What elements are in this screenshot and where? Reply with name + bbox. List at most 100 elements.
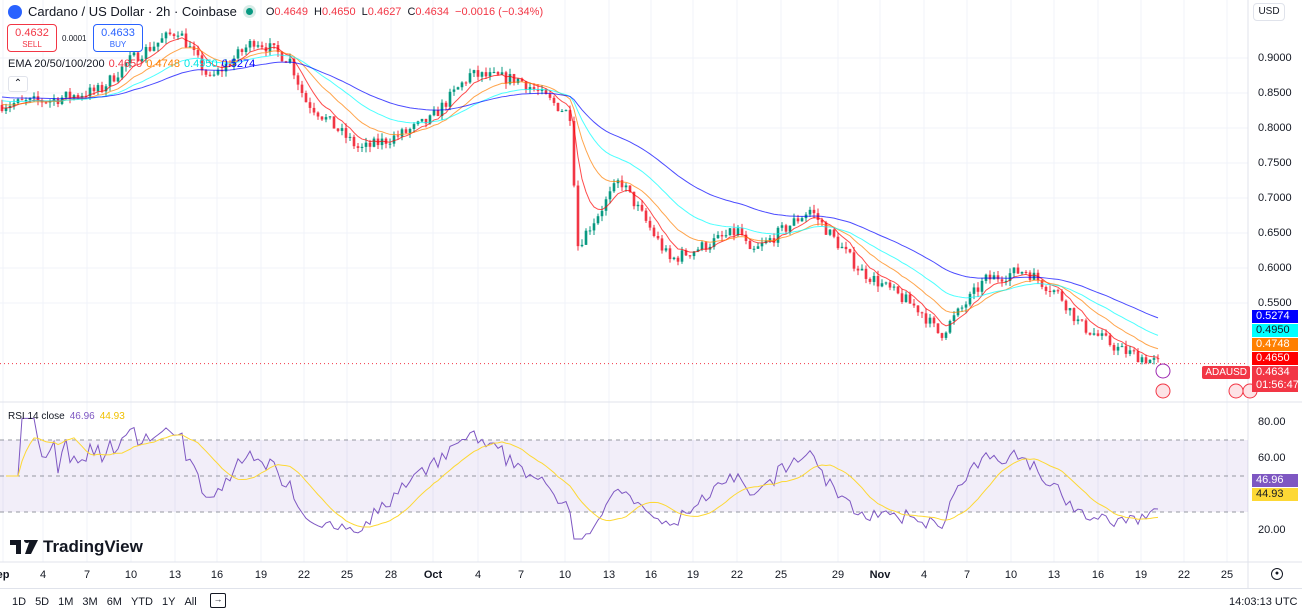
- candle-body: [212, 74, 216, 76]
- tradingview-logo-icon: [10, 540, 38, 554]
- candle-body: [64, 91, 68, 98]
- candle-body: [1044, 286, 1048, 291]
- candle-body: [812, 209, 816, 214]
- range-ytd[interactable]: YTD: [130, 596, 153, 608]
- candle-body: [1020, 271, 1024, 274]
- range-3m[interactable]: 3M: [82, 596, 98, 608]
- candle-body: [352, 136, 356, 147]
- candle-body: [288, 58, 292, 63]
- candle-body: [188, 46, 192, 48]
- us-economic-event-icon[interactable]: [1228, 383, 1244, 399]
- candle-body: [1124, 346, 1128, 354]
- candle-body: [724, 235, 728, 237]
- candle-body: [412, 124, 416, 129]
- candle-body: [852, 252, 856, 269]
- candle-body: [548, 94, 552, 98]
- candle-body: [304, 92, 308, 103]
- buy-button[interactable]: 0.4633 BUY: [93, 24, 143, 52]
- candle-body: [596, 216, 600, 224]
- range-1m[interactable]: 1M: [58, 596, 74, 608]
- candle-body: [896, 286, 900, 294]
- time-axis-label: 29: [831, 569, 845, 581]
- candle-body: [96, 85, 100, 92]
- time-axis-label: 22: [297, 569, 311, 581]
- divider: [0, 588, 1302, 589]
- candle-body: [968, 293, 972, 305]
- candle-body: [164, 32, 168, 39]
- candle-body: [996, 275, 1000, 280]
- candle-body: [540, 89, 544, 91]
- candle-body: [972, 287, 976, 294]
- symbol-title[interactable]: Cardano / US Dollar · 2h · Coinbase: [28, 4, 237, 19]
- candle-body: [492, 72, 496, 74]
- time-axis-label: 22: [1177, 569, 1191, 581]
- candle-body: [1100, 333, 1104, 336]
- candle-body: [128, 55, 132, 63]
- go-to-date-icon[interactable]: →: [210, 593, 226, 608]
- range-6m[interactable]: 6M: [106, 596, 122, 608]
- candle-body: [1084, 320, 1088, 333]
- time-axis-label: 19: [254, 569, 268, 581]
- price-axis-label: 0.7500: [1258, 157, 1292, 169]
- candle-body: [720, 235, 724, 237]
- symbol-tag: ADAUSD: [1202, 366, 1250, 379]
- us-economic-event-icon[interactable]: [1155, 383, 1171, 399]
- candle-body: [1076, 319, 1080, 322]
- candle-body: [568, 110, 572, 121]
- time-axis-label: 10: [558, 569, 572, 581]
- candle-body: [432, 110, 436, 116]
- candle-body: [1104, 333, 1108, 336]
- rsi-legend: RSI 14 close 46.96 44.93: [8, 411, 125, 422]
- settings-gear-icon[interactable]: ●: [1271, 568, 1283, 580]
- ema50-line: [1, 47, 1159, 350]
- candle-body: [1048, 290, 1052, 293]
- clock[interactable]: 14:03:13 UTC: [1229, 596, 1298, 608]
- candle-body: [312, 107, 316, 113]
- candle-body: [628, 185, 632, 192]
- candle-body: [532, 87, 536, 90]
- currency-button[interactable]: USD: [1253, 3, 1285, 21]
- collapse-legend-button[interactable]: ⌃: [8, 76, 28, 92]
- time-axis-label: 25: [774, 569, 788, 581]
- candle-body: [324, 117, 328, 120]
- candle-body: [728, 228, 732, 236]
- candle-body: [620, 180, 624, 188]
- tradingview-logo[interactable]: TradingView: [10, 537, 143, 557]
- candle-body: [392, 135, 396, 144]
- spread: 0.0001: [62, 34, 87, 43]
- candle-body: [420, 118, 424, 122]
- candle-body: [252, 40, 256, 47]
- range-1d[interactable]: 1D: [12, 596, 27, 608]
- candle-body: [112, 75, 116, 82]
- candle-body: [584, 230, 588, 245]
- rsi-axis-20: 20.00: [1258, 524, 1286, 536]
- candle-body: [396, 135, 400, 137]
- candle-body: [332, 116, 336, 129]
- range-5d[interactable]: 5D: [35, 596, 50, 608]
- candle-body: [364, 142, 368, 147]
- candle-body: [648, 220, 652, 228]
- time-axis-label: Nov: [869, 569, 891, 581]
- rsi-axis-80: 80.00: [1258, 416, 1286, 428]
- event-flash-icon[interactable]: [1155, 363, 1171, 379]
- candle-body: [76, 95, 80, 98]
- rsi-ma-line: [6, 434, 1159, 528]
- candle-body: [152, 46, 156, 51]
- candle-body: [844, 246, 848, 250]
- candle-body: [884, 282, 888, 284]
- sell-button[interactable]: 0.4632 SELL: [7, 24, 57, 52]
- range-1y[interactable]: 1Y: [161, 596, 176, 608]
- candle-body: [904, 294, 908, 303]
- candle-body: [1024, 271, 1028, 273]
- candle-body: [1056, 290, 1060, 292]
- candle-body: [1108, 335, 1112, 346]
- candle-body: [448, 91, 452, 107]
- candle-body: [880, 283, 884, 287]
- time-axis-label: 19: [686, 569, 700, 581]
- candle-body: [936, 323, 940, 334]
- range-all[interactable]: All: [184, 596, 197, 608]
- candle-body: [588, 230, 592, 232]
- candle-body: [72, 95, 76, 99]
- candle-body: [520, 78, 524, 82]
